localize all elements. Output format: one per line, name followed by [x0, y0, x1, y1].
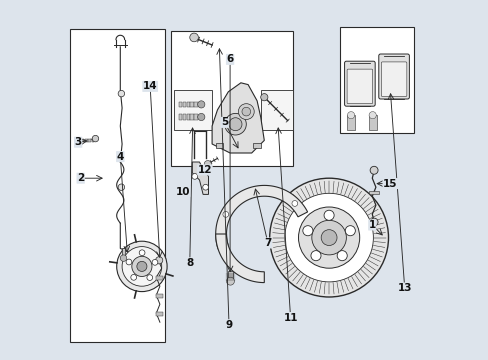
Circle shape: [118, 90, 124, 97]
Circle shape: [311, 220, 346, 255]
Bar: [260, 90, 292, 130]
Bar: [227, 271, 233, 281]
Bar: [186, 114, 189, 120]
Circle shape: [118, 184, 124, 190]
Bar: [156, 294, 163, 298]
Bar: [339, 27, 413, 133]
Bar: [91, 139, 94, 142]
Text: 6: 6: [226, 54, 233, 64]
FancyBboxPatch shape: [344, 61, 374, 106]
Circle shape: [347, 112, 354, 119]
Text: 10: 10: [175, 186, 189, 197]
Text: 9: 9: [225, 320, 232, 330]
Bar: [190, 114, 193, 120]
FancyBboxPatch shape: [378, 54, 408, 99]
Circle shape: [291, 201, 297, 206]
Circle shape: [260, 94, 267, 101]
Circle shape: [368, 112, 375, 119]
Circle shape: [197, 113, 204, 121]
Bar: [215, 143, 223, 148]
Text: 8: 8: [186, 258, 193, 268]
Text: 13: 13: [397, 283, 411, 293]
Text: 15: 15: [382, 179, 397, 189]
Bar: [368, 115, 376, 130]
Bar: [70, 29, 165, 342]
Bar: [253, 143, 260, 148]
FancyBboxPatch shape: [346, 69, 372, 104]
Circle shape: [122, 247, 162, 286]
Circle shape: [132, 256, 152, 276]
Circle shape: [139, 250, 144, 256]
Bar: [194, 114, 197, 120]
Circle shape: [117, 241, 167, 292]
Circle shape: [137, 261, 146, 271]
Circle shape: [226, 277, 234, 285]
Bar: [122, 248, 125, 257]
Bar: [81, 139, 84, 142]
Circle shape: [369, 218, 377, 226]
Circle shape: [192, 174, 197, 179]
Bar: [182, 102, 185, 107]
Bar: [182, 114, 185, 120]
Circle shape: [298, 207, 359, 268]
Circle shape: [204, 161, 211, 168]
Bar: [368, 191, 379, 194]
Circle shape: [310, 251, 320, 261]
Circle shape: [321, 230, 336, 246]
Text: 5: 5: [221, 117, 228, 127]
Circle shape: [146, 275, 152, 280]
Circle shape: [224, 113, 246, 135]
Text: 11: 11: [283, 312, 297, 323]
Circle shape: [131, 274, 136, 280]
Circle shape: [242, 107, 250, 116]
Bar: [178, 102, 182, 107]
Text: 7: 7: [264, 238, 271, 248]
Circle shape: [189, 33, 198, 42]
Circle shape: [302, 226, 312, 236]
Circle shape: [337, 251, 346, 261]
Text: 3: 3: [74, 137, 81, 147]
Bar: [174, 90, 212, 130]
Bar: [170, 31, 292, 166]
Bar: [190, 102, 193, 107]
Circle shape: [284, 193, 373, 282]
Text: 4: 4: [116, 152, 124, 162]
FancyBboxPatch shape: [381, 62, 406, 96]
Bar: [346, 115, 354, 130]
Circle shape: [92, 135, 99, 142]
Text: 2: 2: [77, 173, 84, 183]
Polygon shape: [215, 185, 307, 249]
Text: 14: 14: [142, 81, 157, 91]
Bar: [194, 102, 197, 107]
Text: 1: 1: [368, 220, 375, 230]
Circle shape: [152, 260, 158, 265]
Bar: [156, 312, 163, 316]
Bar: [186, 102, 189, 107]
Circle shape: [369, 166, 377, 174]
Bar: [88, 139, 91, 142]
Polygon shape: [192, 162, 208, 194]
Circle shape: [126, 259, 132, 265]
Circle shape: [120, 255, 126, 261]
Circle shape: [324, 210, 333, 220]
Circle shape: [203, 184, 208, 190]
Text: 12: 12: [197, 165, 212, 175]
Circle shape: [197, 101, 204, 108]
Circle shape: [345, 226, 355, 236]
Polygon shape: [212, 83, 264, 153]
Circle shape: [238, 104, 254, 120]
Circle shape: [223, 212, 228, 217]
Bar: [85, 139, 87, 142]
Circle shape: [228, 118, 242, 131]
Bar: [178, 114, 182, 120]
Polygon shape: [215, 234, 264, 283]
Circle shape: [155, 257, 163, 264]
Circle shape: [269, 178, 387, 297]
Bar: [156, 276, 163, 280]
